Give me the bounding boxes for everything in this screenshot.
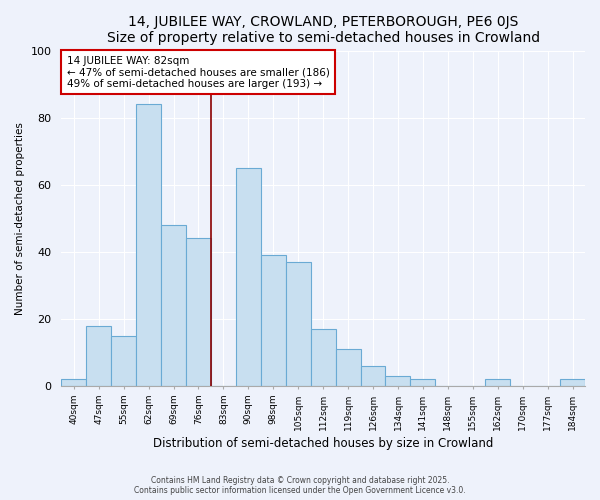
Bar <box>361 366 385 386</box>
Bar <box>161 225 186 386</box>
Bar <box>261 255 286 386</box>
Bar <box>86 326 111 386</box>
Text: 14 JUBILEE WAY: 82sqm
← 47% of semi-detached houses are smaller (186)
49% of sem: 14 JUBILEE WAY: 82sqm ← 47% of semi-deta… <box>67 56 329 89</box>
Bar <box>186 238 211 386</box>
Bar <box>560 380 585 386</box>
Bar <box>311 329 335 386</box>
Bar <box>111 336 136 386</box>
Bar <box>61 380 86 386</box>
Bar <box>136 104 161 386</box>
Y-axis label: Number of semi-detached properties: Number of semi-detached properties <box>15 122 25 314</box>
X-axis label: Distribution of semi-detached houses by size in Crowland: Distribution of semi-detached houses by … <box>153 437 493 450</box>
Bar <box>485 380 510 386</box>
Title: 14, JUBILEE WAY, CROWLAND, PETERBOROUGH, PE6 0JS
Size of property relative to se: 14, JUBILEE WAY, CROWLAND, PETERBOROUGH,… <box>107 15 540 45</box>
Bar <box>335 349 361 386</box>
Bar <box>385 376 410 386</box>
Bar <box>236 168 261 386</box>
Text: Contains HM Land Registry data © Crown copyright and database right 2025.
Contai: Contains HM Land Registry data © Crown c… <box>134 476 466 495</box>
Bar <box>410 380 436 386</box>
Bar <box>286 262 311 386</box>
